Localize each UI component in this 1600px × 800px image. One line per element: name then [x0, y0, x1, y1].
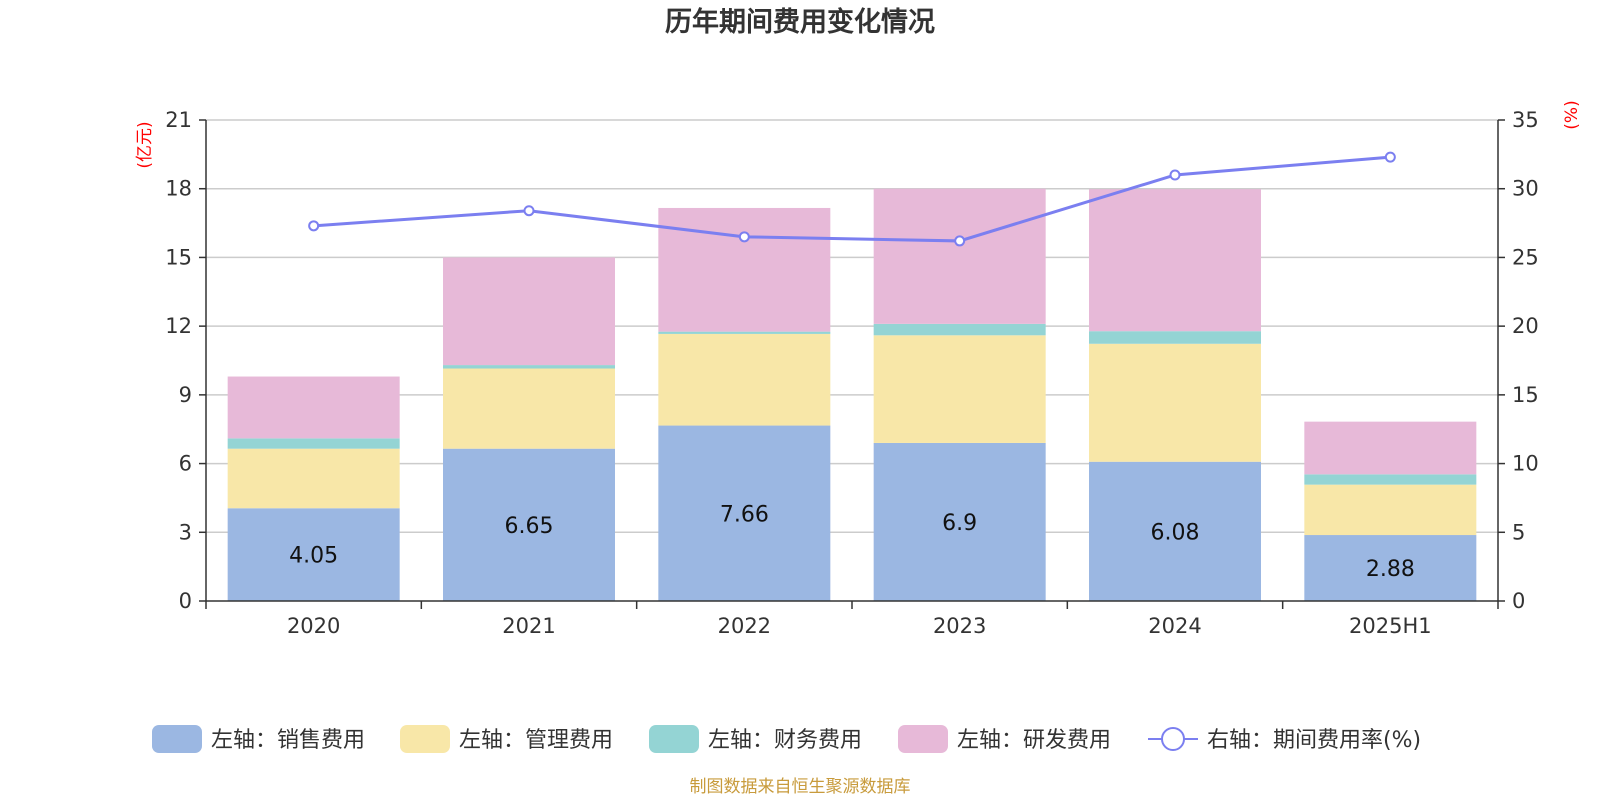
bar-2021-series-0	[443, 448, 615, 601]
right-axis-tick-label: 25	[1512, 245, 1539, 269]
rate-line	[313, 155, 1391, 243]
x-axis-tick-label: 2021	[502, 614, 555, 638]
bar-2021-series-1	[443, 368, 615, 449]
left-axis-tick-label: 18	[165, 177, 192, 201]
bar-2023-series-0	[873, 442, 1046, 601]
right-axis-tick-label: 5	[1512, 520, 1525, 544]
x-axis-tick-label: 2025H1	[1349, 614, 1432, 638]
chart-title: 历年期间费用变化情况	[665, 6, 935, 38]
bar-2023-series-1	[873, 335, 1046, 443]
rate-point	[1384, 151, 1396, 163]
bar-2022-series-0	[658, 425, 831, 601]
right-axis-tick-label: 10	[1512, 452, 1539, 476]
legend-swatch	[400, 725, 450, 753]
bar-labels: 4.05 6.65 7.66 6.9 6.08 2.88	[289, 502, 1415, 582]
right-axis-tick-label: 15	[1512, 383, 1539, 407]
legend-marker-swatch	[1161, 727, 1185, 751]
bars	[227, 188, 1477, 601]
bar-data-label: 2.88	[1366, 557, 1415, 582]
legend-label: 左轴：研发费用	[957, 728, 1111, 753]
x-axis-tick-label: 2022	[718, 614, 771, 638]
bar-data-label: 7.66	[720, 502, 769, 527]
bar-2024-series-1	[1089, 343, 1261, 462]
legend-swatch	[649, 725, 699, 753]
left-axis-tick-label: 9	[179, 383, 192, 407]
bar-2025H1-series-3	[1304, 421, 1477, 475]
bar-2020-series-2	[227, 438, 400, 449]
rate-point	[308, 220, 320, 232]
bar-2025H1-series-0	[1304, 535, 1477, 601]
bar-2020-series-0	[227, 508, 400, 601]
bar-2022-series-2	[658, 331, 831, 334]
bar-2021-series-3	[443, 257, 615, 366]
x-axis-tick-label: 2020	[287, 614, 340, 638]
bar-2025H1-series-1	[1304, 484, 1477, 536]
bar-2022-series-1	[658, 333, 831, 426]
legend: 左轴：销售费用 左轴：管理费用 左轴：财务费用 左轴：研发费用 右轴：期间费用率(%)	[152, 725, 1421, 753]
left-axis-tick-label: 0	[179, 589, 192, 613]
source-note: 制图数据来自恒生聚源数据库	[690, 777, 911, 797]
bar-2025H1-series-2	[1304, 474, 1477, 485]
rate-point	[523, 205, 535, 217]
x-axis-tick-label: 2023	[933, 614, 986, 638]
bar-data-label: 6.65	[505, 514, 554, 539]
bar-2023-series-2	[873, 323, 1046, 336]
legend-label: 左轴：销售费用	[211, 728, 365, 753]
bar-2021-series-2	[443, 365, 615, 369]
axes: 0 3 6 9 12 15 18 21 0 5 10 15 20 25 30 35 2020 2021 2022 20…	[165, 108, 1538, 638]
bar-2024-series-2	[1089, 331, 1261, 344]
rate-point	[954, 235, 966, 247]
bar-2024-series-0	[1089, 461, 1261, 601]
right-axis-tick-label: 20	[1512, 314, 1539, 338]
gridlines	[206, 119, 1498, 534]
bar-2024-series-3	[1089, 189, 1261, 332]
legend-swatch	[898, 725, 948, 753]
legend-label: 左轴：管理费用	[459, 728, 613, 753]
left-axis-unit: (亿元)	[135, 121, 155, 168]
right-axis-tick-label: 0	[1512, 589, 1525, 613]
left-axis-tick-label: 15	[165, 245, 192, 269]
x-axis-tick-label: 2024	[1148, 614, 1201, 638]
left-axis-tick-label: 3	[179, 520, 192, 544]
bar-data-label: 6.08	[1151, 520, 1200, 545]
left-axis-tick-label: 6	[179, 452, 192, 476]
bar-2023-series-3	[873, 188, 1046, 324]
left-axis-tick-label: 21	[165, 108, 192, 132]
rate-line-series	[308, 151, 1396, 247]
bar-2020-series-1	[227, 448, 400, 509]
rate-point	[1169, 169, 1181, 181]
bar-data-label: 6.9	[942, 511, 977, 536]
bar-2020-series-3	[227, 376, 400, 439]
rate-point	[738, 231, 750, 243]
left-axis-tick-label: 12	[165, 314, 192, 338]
bar-2022-series-3	[658, 207, 831, 332]
right-axis-tick-label: 35	[1512, 108, 1539, 132]
legend-swatch	[152, 725, 202, 753]
right-axis-tick-label: 30	[1512, 177, 1539, 201]
bar-data-label: 4.05	[289, 544, 338, 569]
legend-label: 左轴：财务费用	[708, 728, 862, 753]
legend-label: 右轴：期间费用率(%)	[1207, 728, 1421, 753]
right-axis-unit: (%)	[1562, 100, 1582, 129]
